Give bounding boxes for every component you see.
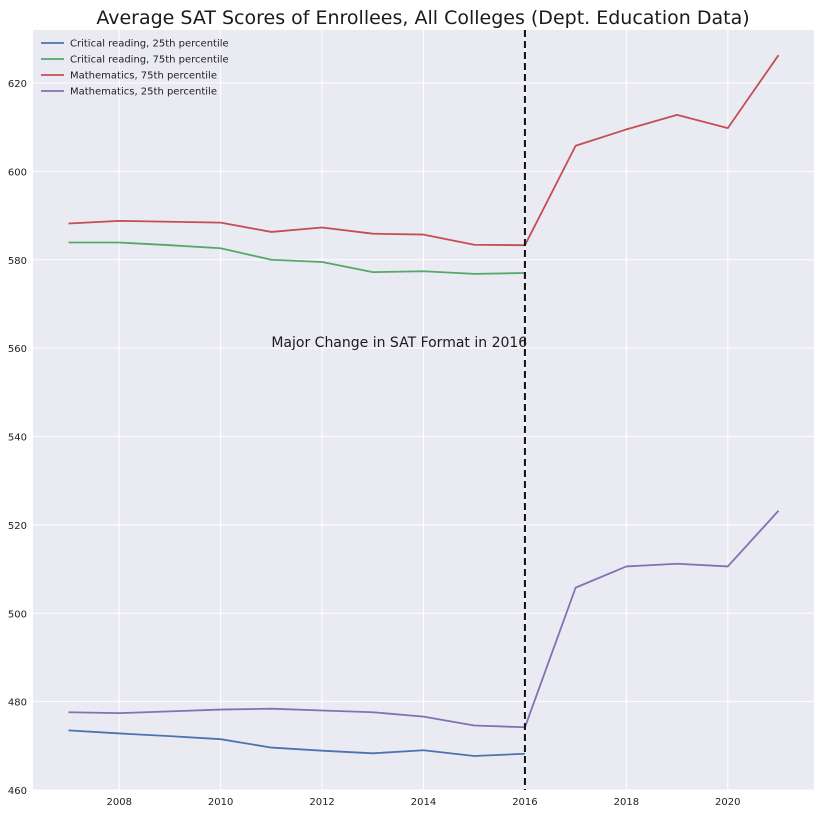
x-tick-label: 2008 [106,797,131,808]
y-tick-label: 500 [8,609,27,620]
y-tick-label: 600 [8,167,27,178]
x-tick-label: 2014 [411,797,436,808]
y-tick-label: 560 [8,344,27,355]
chart-title: Average SAT Scores of Enrollees, All Col… [96,7,749,29]
legend-label: Critical reading, 75th percentile [70,55,229,66]
y-tick-label: 580 [8,256,27,267]
series-line [68,54,780,247]
y-tick-label: 620 [8,79,27,90]
x-tick-label: 2020 [715,797,740,808]
legend-label: Mathematics, 25th percentile [70,87,217,98]
y-tick-label: 480 [8,698,27,709]
legend-label: Critical reading, 25th percentile [70,39,229,50]
legend: Critical reading, 25th percentile Critica… [41,39,229,98]
y-axis-ticks: 460 480 500 520 540 560 580 600 620 [8,79,27,797]
y-tick-label: 460 [8,786,27,797]
series-line [68,510,780,729]
x-tick-label: 2016 [512,797,537,808]
y-tick-label: 520 [8,521,27,532]
x-tick-label: 2018 [614,797,639,808]
x-axis-ticks: 2008 2010 2012 2014 2016 2018 2020 [106,797,740,808]
y-tick-label: 540 [8,433,27,444]
series-line [68,729,525,757]
x-tick-label: 2012 [309,797,334,808]
series-line [68,241,525,275]
format-change-annotation: Major Change in SAT Format in 2016 [271,335,527,351]
series-lines [68,54,780,757]
x-tick-label: 2010 [208,797,233,808]
legend-label: Mathematics, 75th percentile [70,71,217,82]
